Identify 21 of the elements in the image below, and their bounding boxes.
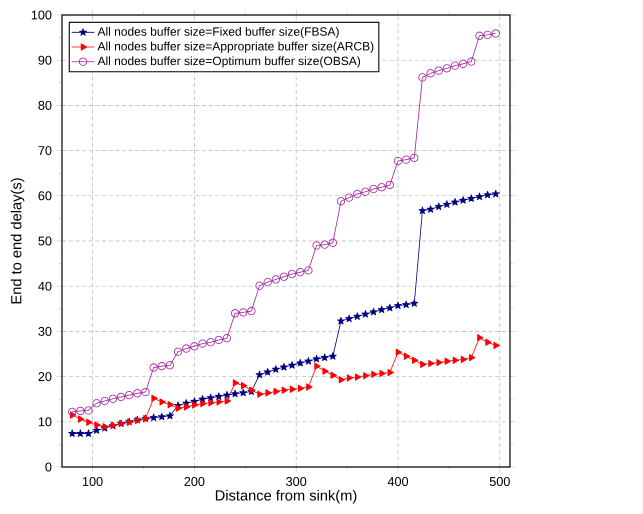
x-tick-label: 200 xyxy=(184,477,204,486)
y-tick-label: 30 xyxy=(38,326,52,336)
y-tick-label: 70 xyxy=(38,146,52,156)
y-tick-label: 80 xyxy=(38,100,52,110)
x-tick-label: 100 xyxy=(82,477,103,486)
y-tick-label: 50 xyxy=(38,236,52,246)
y-tick-label: 40 xyxy=(38,282,52,291)
legend-label: All nodes buffer size=Appropriate buffer size(ARCB) xyxy=(98,42,374,53)
x-tick-label: 500 xyxy=(490,477,510,486)
legend-label: All nodes buffer size=Fixed buffer size(FBSA) xyxy=(98,26,339,38)
y-tick-label: 90 xyxy=(38,56,52,65)
y-axis-title: End to end delay(s) xyxy=(10,178,24,304)
x-tick-label: 400 xyxy=(388,477,408,486)
y-tick-label: 60 xyxy=(38,191,52,200)
y-tick-label: 0 xyxy=(45,462,52,472)
x-tick-label: 300 xyxy=(286,477,306,486)
x-axis-title: Distance from sink(m) xyxy=(216,490,356,504)
y-tick-label: 10 xyxy=(38,417,52,426)
y-tick-label: 20 xyxy=(38,372,52,382)
legend-label: All nodes buffer size=Optimum buffer size(OBSA) xyxy=(98,56,360,68)
y-tick-label: 100 xyxy=(32,10,52,20)
